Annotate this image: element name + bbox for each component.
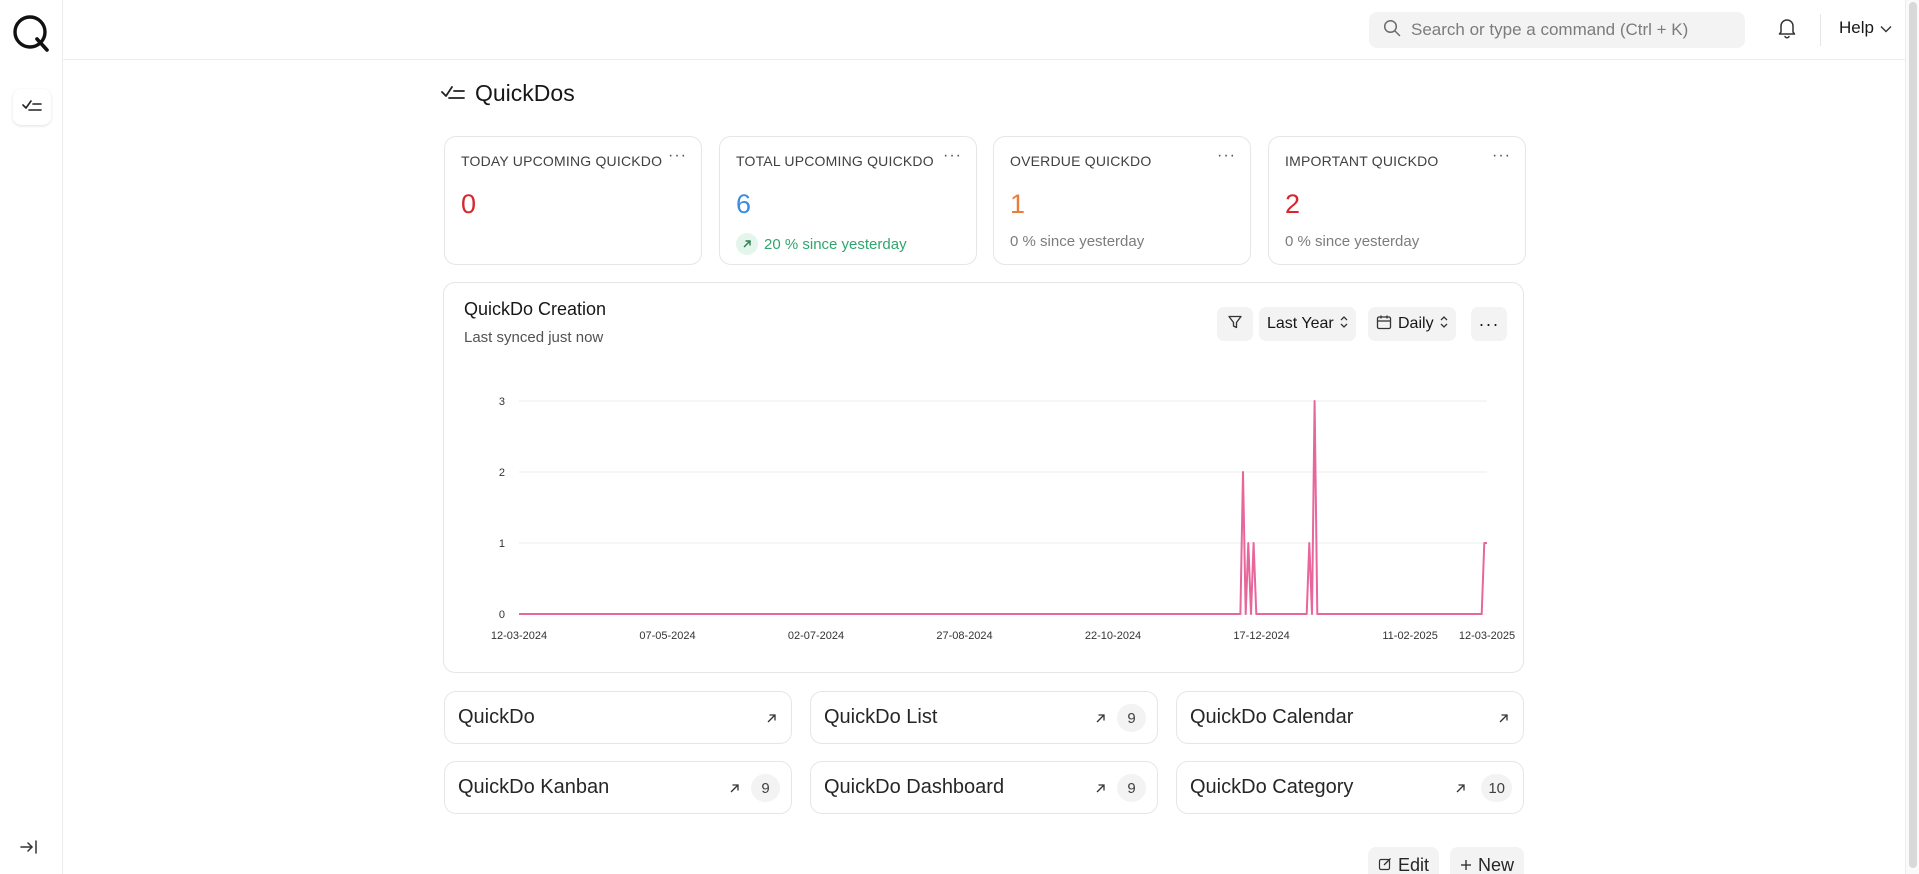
search-bar[interactable]: Search or type a command (Ctrl + K) (1369, 12, 1745, 48)
expand-sidebar-icon (20, 839, 38, 860)
count-badge: 9 (1117, 704, 1146, 732)
x-tick-label: 07-05-2024 (639, 630, 695, 642)
shortcut-label: QuickDo Dashboard (824, 776, 1005, 798)
sort-icon (1440, 315, 1448, 334)
shortcut-quickdo-list[interactable]: QuickDo List 9 (810, 691, 1158, 744)
count-badge: 10 (1481, 774, 1512, 802)
shortcut-label: QuickDo List (824, 706, 938, 728)
arrow-up-right-icon (736, 233, 758, 255)
stat-value: 6 (736, 189, 752, 219)
more-options-icon: ··· (1478, 313, 1500, 334)
count-badge: 9 (1117, 774, 1146, 802)
shortcut-label: QuickDo Calendar (1190, 706, 1354, 728)
stat-label: OVERDUE QUICKDO (1010, 153, 1152, 169)
topbar-divider (1820, 14, 1821, 46)
bell-icon (1777, 17, 1797, 44)
range-select-label: Last Year (1267, 315, 1334, 332)
stat-value: 2 (1285, 189, 1301, 219)
sidebar-item-quickdos[interactable] (13, 89, 51, 125)
filter-button[interactable] (1217, 307, 1253, 341)
chart-title: QuickDo Creation (464, 299, 607, 319)
scrollbar-thumb[interactable] (1909, 2, 1917, 868)
arrow-up-right-icon (1494, 709, 1512, 727)
y-tick-label: 1 (499, 538, 505, 550)
shortcut-label: QuickDo Category (1190, 776, 1354, 798)
edit-icon (1378, 855, 1392, 874)
stat-value: 1 (1010, 189, 1026, 219)
arrow-up-right-icon (1091, 709, 1109, 727)
more-options-icon[interactable]: ··· (668, 147, 687, 164)
more-options-icon[interactable]: ··· (1492, 147, 1511, 164)
stat-label: IMPORTANT QUICKDO (1285, 153, 1439, 169)
filter-icon (1227, 314, 1243, 335)
more-options-icon[interactable]: ··· (943, 147, 962, 164)
search-placeholder: Search or type a command (Ctrl + K) (1411, 20, 1689, 39)
shortcut-quickdo-dashboard[interactable]: QuickDo Dashboard 9 (810, 761, 1158, 814)
x-tick-label: 02-07-2024 (788, 630, 844, 642)
page-title-text: QuickDos (475, 80, 575, 106)
chevron-down-icon (1880, 18, 1892, 38)
edit-label: Edit (1398, 854, 1430, 874)
checklist-icon (22, 97, 42, 118)
expand-sidebar-button[interactable] (18, 838, 40, 860)
chart-subtitle: Last synced just now (464, 329, 604, 346)
help-menu[interactable]: Help (1839, 18, 1892, 38)
sidebar (0, 0, 63, 874)
page-title: QuickDos (441, 80, 575, 107)
y-tick-label: 3 (499, 396, 505, 408)
chart-more-button[interactable]: ··· (1471, 307, 1507, 341)
app-logo[interactable] (12, 14, 50, 52)
new-label: New (1478, 854, 1515, 874)
chart-card: QuickDo Creation Last synced just now La… (443, 282, 1524, 673)
checklist-icon (441, 80, 465, 107)
shortcut-label: QuickDo Kanban (458, 776, 610, 798)
series-line (519, 400, 1487, 615)
stat-value: 0 (461, 189, 477, 219)
shortcut-quickdo-calendar[interactable]: QuickDo Calendar (1176, 691, 1524, 744)
help-label: Help (1839, 18, 1874, 37)
calendar-icon (1376, 314, 1392, 335)
shortcut-quickdo-category[interactable]: QuickDo Category 10 (1176, 761, 1524, 814)
stat-delta-text: 0 % since yesterday (1285, 233, 1420, 250)
y-tick-label: 0 (499, 609, 505, 621)
x-tick-label: 11-02-2025 (1382, 630, 1437, 642)
x-tick-label: 17-12-2024 (1233, 630, 1289, 642)
more-options-icon[interactable]: ··· (1217, 147, 1236, 164)
sort-icon (1340, 315, 1348, 334)
stat-card-overdue: OVERDUE QUICKDO ··· 1 0 % since yesterda… (993, 136, 1251, 265)
scrollbar[interactable] (1905, 0, 1919, 874)
shortcut-quickdo-kanban[interactable]: QuickDo Kanban 9 (444, 761, 792, 814)
arrow-up-right-icon (1091, 779, 1109, 797)
stat-label: TODAY UPCOMING QUICKDO (461, 153, 663, 169)
new-button[interactable]: New (1450, 847, 1525, 874)
x-tick-label: 12-03-2025 (1459, 630, 1515, 642)
count-badge: 9 (751, 774, 780, 802)
topbar: Search or type a command (Ctrl + K) Help… (63, 0, 1919, 60)
search-icon (1383, 19, 1401, 42)
shortcut-label: QuickDo (458, 706, 535, 728)
interval-select[interactable]: Daily (1368, 307, 1456, 341)
stat-delta: 20 % since yesterday (736, 233, 907, 255)
range-select[interactable]: Last Year (1259, 307, 1356, 341)
x-tick-label: 22-10-2024 (1085, 630, 1141, 642)
stat-delta-text: 0 % since yesterday (1010, 233, 1145, 250)
x-tick-label: 27-08-2024 (936, 630, 992, 642)
arrow-up-right-icon (762, 709, 780, 727)
arrow-up-right-icon (725, 779, 743, 797)
arrow-up-right-icon (1451, 779, 1469, 797)
notifications-button[interactable] (1775, 18, 1799, 42)
plus-icon (1460, 855, 1472, 874)
x-tick-label: 12-03-2024 (491, 630, 547, 642)
stat-label: TOTAL UPCOMING QUICKDO (736, 153, 934, 169)
line-chart: 0 1 2 3 12-03-2024 07-05-2024 02-07-2024 27-08-… (491, 396, 1515, 642)
shortcut-quickdo[interactable]: QuickDo (444, 691, 792, 744)
stat-card-important: IMPORTANT QUICKDO ··· 2 0 % since yester… (1268, 136, 1526, 265)
stat-delta-text: 20 % since yesterday (764, 235, 907, 253)
interval-select-label: Daily (1398, 315, 1434, 332)
y-tick-label: 2 (499, 467, 505, 479)
edit-button[interactable]: Edit (1368, 847, 1440, 874)
stat-card-total-upcoming: TOTAL UPCOMING QUICKDO ··· 6 20 % since … (719, 136, 977, 265)
stat-card-today-upcoming: TODAY UPCOMING QUICKDO ··· 0 (444, 136, 702, 265)
